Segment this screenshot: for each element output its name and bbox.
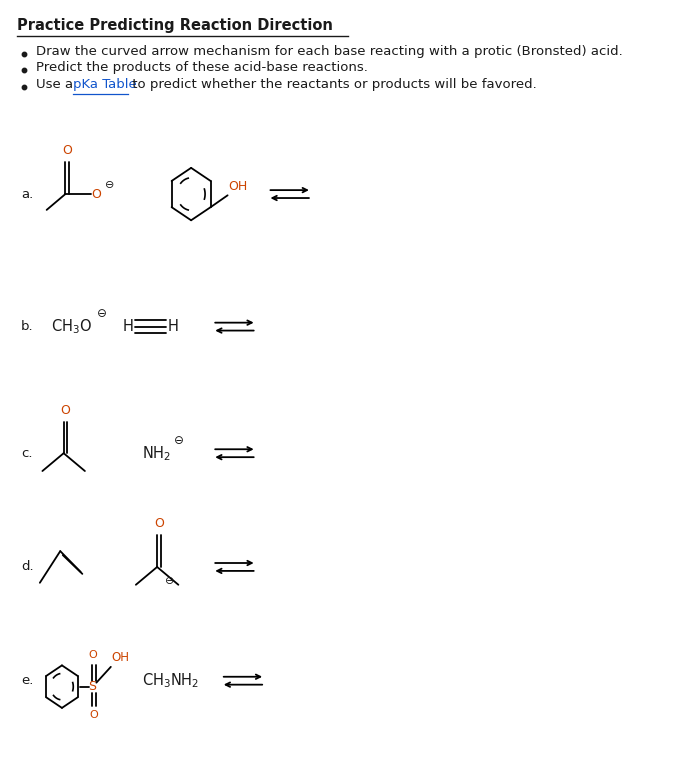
Text: to predict whether the reactants or products will be favored.: to predict whether the reactants or prod… [128,78,537,91]
Text: e.: e. [21,674,34,687]
Text: ⊖: ⊖ [174,434,184,447]
Text: c.: c. [21,447,32,460]
Text: O: O [61,403,70,416]
Text: NH$_2$: NH$_2$ [142,444,171,462]
Text: Use a: Use a [36,78,78,91]
Text: H: H [167,319,178,334]
Text: O: O [91,188,101,201]
Text: ⊖: ⊖ [105,180,114,190]
Text: CH$_3$NH$_2$: CH$_3$NH$_2$ [142,672,199,690]
Text: OH: OH [111,651,130,664]
Text: H: H [122,319,134,334]
Text: ⊖: ⊖ [97,307,107,320]
Text: O: O [62,144,72,157]
Text: Draw the curved arrow mechanism for each base reacting with a protic (Bronsted) : Draw the curved arrow mechanism for each… [36,44,623,57]
Text: b.: b. [21,320,34,333]
Text: O: O [88,650,97,660]
Text: a.: a. [21,188,33,201]
Text: d.: d. [21,561,34,574]
Text: CH$_3$O: CH$_3$O [51,317,92,336]
Text: ⊖: ⊖ [165,576,175,586]
Text: O: O [154,517,164,530]
Text: Predict the products of these acid-base reactions.: Predict the products of these acid-base … [36,61,369,74]
Text: pKa Table: pKa Table [73,78,137,91]
Text: Practice Predicting Reaction Direction: Practice Predicting Reaction Direction [17,18,333,33]
Text: O: O [90,711,98,720]
Text: S: S [88,680,96,693]
Text: OH: OH [228,180,248,193]
